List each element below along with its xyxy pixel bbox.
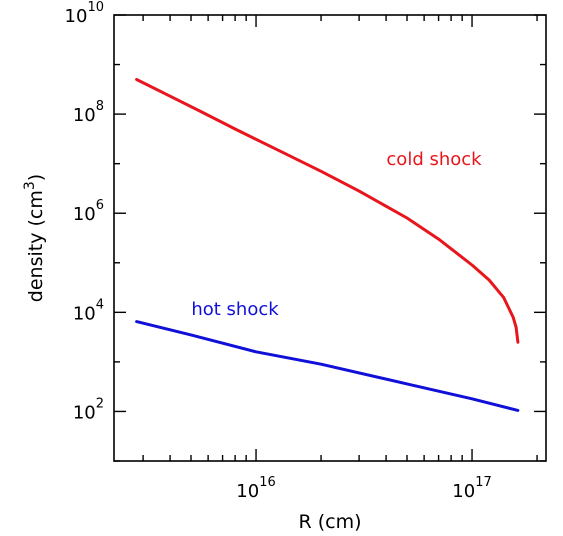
y-tick-label: 1010 bbox=[65, 0, 104, 27]
x-tick-labels: 1016 1017 bbox=[236, 475, 491, 502]
cold-shock-line bbox=[135, 78, 520, 344]
y-axis-ticks bbox=[114, 14, 546, 462]
y-tick-labels: 102 104 106 108 1010 bbox=[65, 0, 104, 423]
x-axis-label: R (cm) bbox=[298, 511, 361, 533]
y-tick-label: 106 bbox=[73, 198, 104, 225]
cold-shock-label: cold shock bbox=[386, 149, 482, 170]
y-tick-label: 108 bbox=[73, 99, 104, 126]
x-tick-label: 1017 bbox=[452, 475, 491, 502]
x-tick-label: 1016 bbox=[236, 475, 275, 502]
series-layer bbox=[135, 78, 520, 412]
series-annotations: cold shock hot shock bbox=[191, 149, 482, 320]
y-axis-label: density (cm3) bbox=[22, 174, 47, 302]
plot-frame bbox=[113, 14, 547, 462]
hot-shock-label: hot shock bbox=[191, 299, 279, 320]
x-axis-ticks bbox=[142, 15, 538, 461]
y-tick-label: 102 bbox=[73, 396, 104, 423]
y-tick-label: 104 bbox=[73, 297, 104, 324]
hot-shock-line bbox=[135, 320, 520, 412]
